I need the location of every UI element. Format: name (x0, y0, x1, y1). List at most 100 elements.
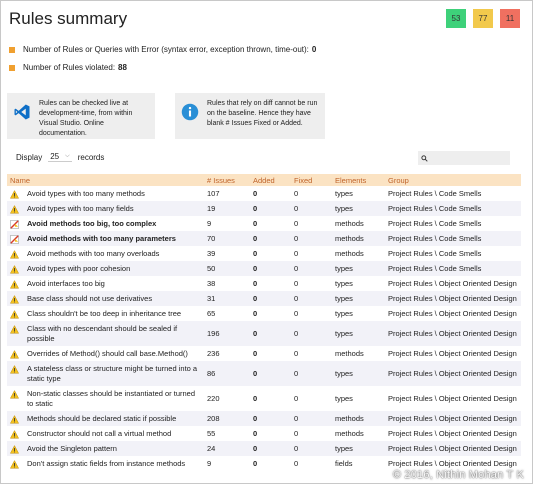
rule-name[interactable]: Overrides of Method() should call base.M… (27, 348, 188, 358)
issues-cell: 208 (207, 414, 220, 423)
table-row[interactable]: Avoid methods with too many parameters 70… (7, 231, 521, 246)
rule-name[interactable]: Avoid methods with too many overloads (27, 248, 160, 258)
group-cell: Project Rules \ Object Oriented Design (388, 349, 517, 358)
warning-icon (10, 459, 19, 469)
rule-name-cell[interactable]: Avoid methods with too many parameters (7, 231, 204, 246)
badge-red[interactable]: 11 (500, 9, 520, 28)
table-row[interactable]: Don't assign static fields from instance… (7, 456, 521, 471)
rule-name[interactable]: Avoid the Singleton pattern (27, 443, 117, 453)
errors-stat-value: 0 (311, 45, 317, 54)
table-row[interactable]: Constructor should not call a virtual me… (7, 426, 521, 441)
header-name[interactable]: Name (10, 175, 31, 185)
issues-cell: 19 (207, 204, 216, 213)
rule-name-cell[interactable]: Avoid methods too big, too complex (7, 216, 204, 231)
rule-name[interactable]: Base class should not use derivatives (27, 293, 153, 303)
fixed-cell: 0 (294, 459, 299, 468)
header-added[interactable]: Added (253, 175, 275, 185)
issues-cell: 39 (207, 249, 216, 258)
table-row[interactable]: Avoid methods with too many overloads 39 0… (7, 246, 521, 261)
warning-icon (10, 429, 19, 439)
rule-name-cell[interactable]: Don't assign static fields from instance… (7, 456, 204, 471)
added-cell: 0 (253, 459, 258, 468)
rule-name[interactable]: Non-static classes should be instantiate… (27, 388, 196, 408)
rule-name[interactable]: Avoid methods with too many parameters (27, 233, 176, 243)
rule-name-cell[interactable]: Class shouldn't be too deep in inheritan… (7, 306, 204, 321)
fixed-cell: 0 (294, 189, 299, 198)
group-cell: Project Rules \ Code Smells (388, 219, 482, 228)
table-row[interactable]: Base class should not use derivatives 31 0… (7, 291, 521, 306)
table-row[interactable]: Methods should be declared static if pos… (7, 411, 521, 426)
rule-name-cell[interactable]: A stateless class or structure might be … (7, 361, 204, 386)
errors-stat: Number of Rules or Queries with Error (s… (9, 45, 316, 54)
added-cell: 0 (253, 294, 258, 303)
table-row[interactable]: Avoid types with poor cohesion 50 0 0 types P… (7, 261, 521, 276)
rule-name[interactable]: Methods should be declared static if pos… (27, 413, 177, 423)
table-row[interactable]: Class shouldn't be too deep in inheritan… (7, 306, 521, 321)
rule-name-cell[interactable]: Avoid the Singleton pattern (7, 441, 204, 456)
issues-cell: 24 (207, 444, 216, 453)
warning-icon (10, 294, 19, 304)
elements-cell: types (335, 264, 353, 273)
rule-name[interactable]: Avoid types with poor cohesion (27, 263, 131, 273)
added-cell: 0 (253, 349, 258, 358)
rule-name-cell[interactable]: Base class should not use derivatives (7, 291, 204, 306)
display-suffix: records (77, 152, 105, 162)
issues-cell: 9 (207, 219, 212, 228)
table-row[interactable]: Avoid types with too many fields 19 0 0 type… (7, 201, 521, 216)
summary-badges: 53 77 11 (446, 9, 520, 28)
rule-name-cell[interactable]: Avoid methods with too many overloads (7, 246, 204, 261)
fixed-cell: 0 (294, 309, 299, 318)
records-per-page: Display 25 ⌵ records (16, 152, 104, 162)
search-input[interactable] (418, 151, 510, 165)
rule-name-cell[interactable]: Overrides of Method() should call base.M… (7, 346, 204, 361)
badge-yellow[interactable]: 77 (473, 9, 493, 28)
records-select[interactable]: 25 ⌵ (48, 152, 72, 162)
live-check-info: Rules can be checked live at development… (7, 93, 155, 139)
visual-studio-icon (14, 104, 30, 120)
rule-name[interactable]: Class with no descendant should be seale… (27, 323, 178, 343)
display-prefix: Display (16, 152, 43, 162)
rule-name[interactable]: A stateless class or structure might be … (27, 363, 198, 383)
rule-name[interactable]: Constructor should not call a virtual me… (27, 428, 172, 438)
group-cell: Project Rules \ Code Smells (388, 249, 482, 258)
group-cell: Project Rules \ Object Oriented Design (388, 279, 517, 288)
violated-stat: Number of Rules violated: 88 (9, 63, 127, 72)
header-fixed[interactable]: Fixed (294, 175, 313, 185)
badge-green[interactable]: 53 (446, 9, 466, 28)
table-row[interactable]: Avoid types with too many methods 107 0 0 ty… (7, 186, 521, 201)
table-row[interactable]: Non-static classes should be instantiate… (7, 386, 521, 411)
rule-name-cell[interactable]: Avoid types with poor cohesion (7, 261, 204, 276)
table-row[interactable]: Avoid methods too big, too complex 9 0 0 met… (7, 216, 521, 231)
rule-name[interactable]: Avoid types with too many fields (27, 203, 134, 213)
rule-name-cell[interactable]: Methods should be declared static if pos… (7, 411, 204, 426)
table-row[interactable]: A stateless class or structure might be … (7, 361, 521, 386)
header-issues[interactable]: # Issues (207, 175, 235, 185)
warning-icon (10, 249, 19, 259)
rule-name-cell[interactable]: Avoid interfaces too big (7, 276, 204, 291)
rule-name[interactable]: Don't assign static fields from instance… (27, 458, 186, 468)
rule-name-cell[interactable]: Non-static classes should be instantiate… (7, 386, 204, 411)
table-row[interactable]: Avoid the Singleton pattern 24 0 0 types Proj… (7, 441, 521, 456)
rule-name-cell[interactable]: Class with no descendant should be seale… (7, 321, 204, 346)
elements-cell: types (335, 444, 353, 453)
chevron-down-icon: ⌵ (65, 153, 70, 159)
rule-name-cell[interactable]: Constructor should not call a virtual me… (7, 426, 204, 441)
rule-name[interactable]: Class shouldn't be too deep in inheritan… (27, 308, 182, 318)
added-cell: 0 (253, 204, 258, 213)
header-group[interactable]: Group (388, 175, 409, 185)
table-row[interactable]: Class with no descendant should be seale… (7, 321, 521, 346)
table-row[interactable]: Overrides of Method() should call base.M… (7, 346, 521, 361)
issues-cell: 70 (207, 234, 216, 243)
added-cell: 0 (253, 279, 258, 288)
fixed-cell: 0 (294, 279, 299, 288)
rule-name-cell[interactable]: Avoid types with too many methods (7, 186, 204, 201)
rule-name-cell[interactable]: Avoid types with too many fields (7, 201, 204, 216)
group-cell: Project Rules \ Object Oriented Design (388, 328, 517, 338)
table-row[interactable]: Avoid interfaces too big 38 0 0 types Project… (7, 276, 521, 291)
rule-name[interactable]: Avoid interfaces too big (27, 278, 105, 288)
rule-name[interactable]: Avoid methods too big, too complex (27, 218, 157, 228)
fixed-cell: 0 (294, 393, 299, 403)
header-elements[interactable]: Elements (335, 175, 367, 185)
rule-name[interactable]: Avoid types with too many methods (27, 188, 145, 198)
elements-cell: methods (335, 249, 364, 258)
